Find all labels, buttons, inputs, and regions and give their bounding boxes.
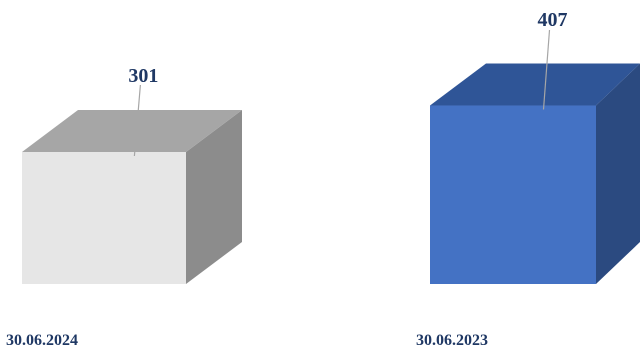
category-label-2023: 30.06.2023: [416, 332, 488, 349]
bar-2023-front: [430, 105, 596, 284]
data-label-2023: 407: [538, 9, 568, 31]
bar-2023-top: [430, 63, 640, 106]
data-label-2024: 301: [128, 65, 158, 87]
leader-line-2023: [542, 29, 551, 110]
bar-2024-top: [22, 110, 242, 152]
bar-2023-side: [596, 63, 640, 284]
bar-2024-front: [22, 152, 186, 284]
bar-2024-side: [186, 110, 242, 284]
category-label-2024: 30.06.2024: [6, 332, 78, 349]
leader-line-2024: [133, 84, 141, 157]
